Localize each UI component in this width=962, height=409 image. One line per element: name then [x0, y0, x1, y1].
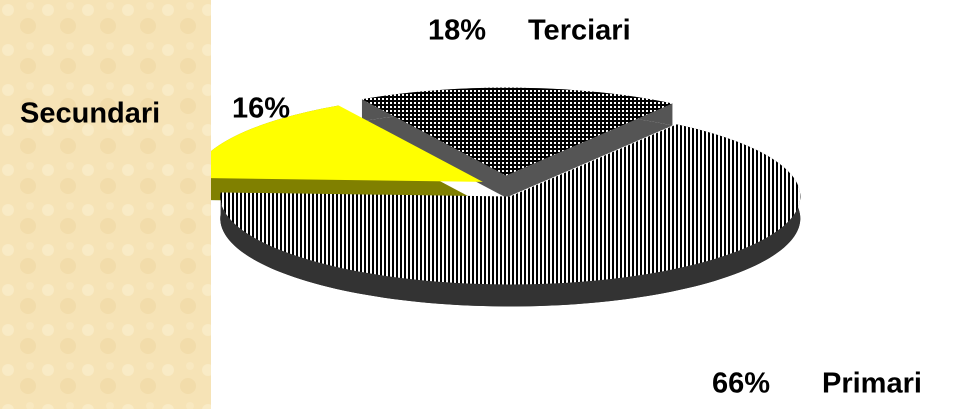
background-strip [0, 0, 211, 409]
value-label: 18% [428, 15, 486, 47]
category-label: Primari [822, 368, 922, 400]
value-label: 66% [712, 368, 770, 400]
value-label: 16% [232, 93, 290, 125]
pie [193, 87, 801, 307]
slice [361, 87, 673, 176]
labels: 66% Primari 16% Secundari 18% Terciari [20, 15, 922, 400]
slice [193, 105, 483, 182]
slice [220, 124, 801, 285]
category-label: Secundari [20, 98, 160, 130]
category-label: Terciari [528, 15, 631, 47]
